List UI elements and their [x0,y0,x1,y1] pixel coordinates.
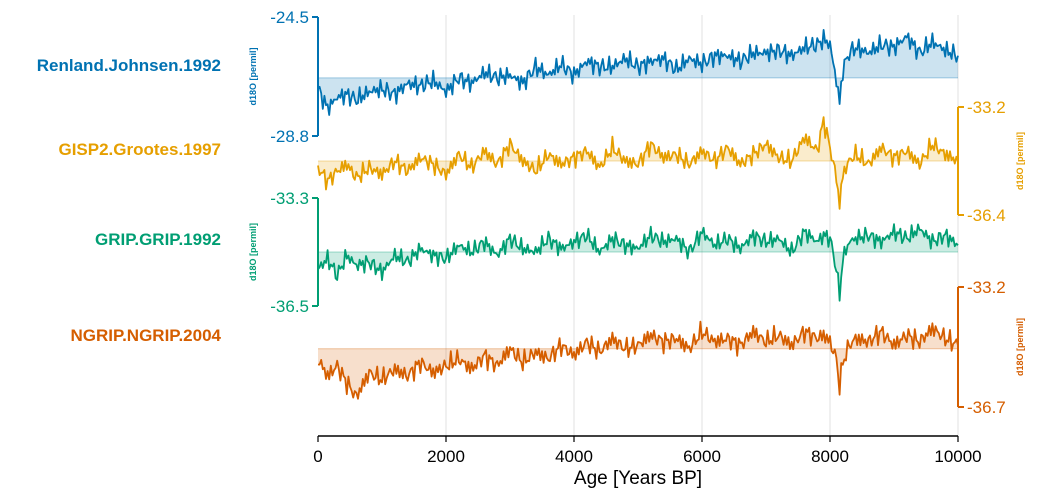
series-layer [317,29,959,400]
series-name-grip-grip-1992: GRIP.GRIP.1992 [95,230,221,249]
series-area-ngrip-ngrip-2004 [318,321,958,399]
series-line-renland-johnsen-1992 [317,29,959,116]
x-axis-label: Age [Years BP] [574,468,702,489]
y-axis-label-renland-johnsen-1992: d18O [permil] [248,47,258,105]
x-tick-label-8000: 8000 [811,447,849,466]
label-layer: Renland.Johnsen.1992 GISP2.Grootes.1997 GR… [37,56,222,345]
x-tick-label-0: 0 [313,447,322,466]
series-line-ngrip-ngrip-2004 [317,320,959,400]
y-tick-label-grip-grip-1992-0: -33.3 [270,189,309,208]
x-tick-label-4000: 4000 [555,447,593,466]
x-tick-label-2000: 2000 [427,447,465,466]
axis-layer: 0 2000 4000 6000 8000 10000 -24.5 -28.8 d18O [pe… [248,8,1025,466]
y-tick-label-ngrip-ngrip-2004-1: -36.7 [967,398,1006,417]
y-tick-label-ngrip-ngrip-2004-0: -33.2 [967,278,1006,297]
y-tick-label-gisp2-grootes-1997-1: -36.4 [967,206,1006,225]
series-line-grip-grip-1992 [317,223,959,302]
series-area-renland-johnsen-1992 [318,29,958,115]
x-tick-label-10000: 10000 [934,447,981,466]
y-tick-label-renland-johnsen-1992-1: -28.8 [270,127,309,146]
series-name-renland-johnsen-1992: Renland.Johnsen.1992 [37,56,221,75]
y-axis-label-grip-grip-1992: d18O [permil] [248,223,258,281]
y-tick-label-renland-johnsen-1992-0: -24.5 [270,8,309,27]
y-axis-label-ngrip-ngrip-2004: d18O [permil] [1015,318,1025,376]
series-name-ngrip-ngrip-2004: NGRIP.NGRIP.2004 [70,326,221,345]
y-tick-label-gisp2-grootes-1997-0: -33.2 [967,98,1006,117]
y-axis-label-gisp2-grootes-1997: d18O [permil] [1015,132,1025,190]
x-tick-label-6000: 6000 [683,447,721,466]
series-line-gisp2-grootes-1997 [317,116,959,210]
y-tick-label-grip-grip-1992-1: -36.5 [270,297,309,316]
series-area-grip-grip-1992 [318,224,958,301]
series-name-gisp2-grootes-1997: GISP2.Grootes.1997 [58,140,221,159]
